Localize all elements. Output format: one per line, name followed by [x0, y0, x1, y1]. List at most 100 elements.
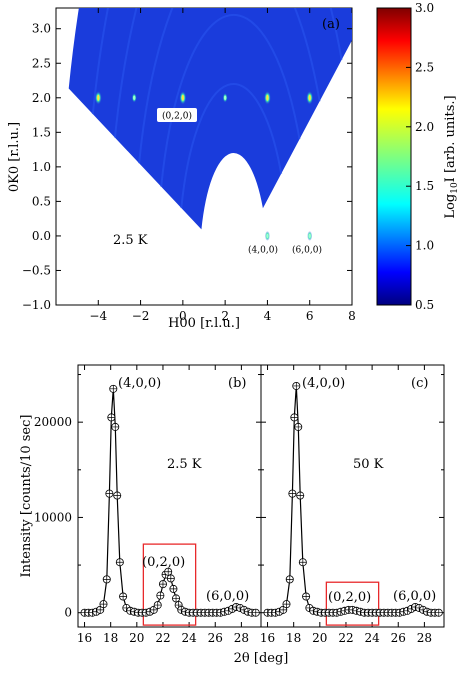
p1-ytick-label-10000: 10000	[34, 510, 72, 524]
panel-c-frame	[260, 364, 445, 628]
bragg-spot-core-2	[181, 94, 184, 101]
p2-point-cross-7	[288, 490, 296, 498]
a-xtick-label--4: −4	[89, 309, 107, 323]
p2-point-cross-8	[290, 413, 298, 421]
p1-xtick-label-28: 28	[234, 631, 249, 645]
panel-c: 16 18 20 22 24 26 28 (c) 50 K (4,0,0) (0,2,0) …	[260, 364, 445, 645]
p1-point-cross-23	[156, 591, 164, 600]
p1-ytick-label-20000: 20000	[34, 415, 72, 429]
p2-point-cross-9	[292, 382, 300, 390]
a-ytick-label-2: 2.0	[32, 91, 51, 105]
panel-a-ylabel: 0K0 [r.l.u.]	[7, 122, 22, 192]
p1-point-cross-12	[116, 558, 124, 566]
bragg-spot-core-5	[308, 94, 311, 101]
bragg-spot-core-0	[97, 94, 100, 101]
reciprocal-map	[68, 8, 352, 241]
panel-c-peak-400: (4,0,0)	[302, 376, 345, 391]
panel-a-temperature: 2.5 K	[113, 233, 148, 248]
panel-b: 16 18 20 22 24 26 28 0 10000 20000 (b) 2.5 K (4,0…	[19, 364, 262, 645]
a-ytick-label--1: −1.0	[22, 298, 51, 312]
panel-b-label: (b)	[228, 376, 246, 391]
powder-ring-0	[180, 83, 283, 209]
p2-xtick-label-26: 26	[391, 631, 406, 645]
panel-b-peak-400: (4,0,0)	[118, 376, 161, 391]
p2-point-cross-4	[279, 606, 287, 614]
p1-point-cross-26	[164, 568, 172, 576]
p1-point-cross-24	[159, 580, 167, 588]
bragg-spot-core-3	[224, 95, 227, 100]
p2-xtick-label-16: 16	[260, 631, 275, 645]
cb-tick-label-3: 3.0	[415, 1, 434, 15]
a-xtick-label-2: 2	[221, 309, 229, 323]
panel-c-highlight-box	[325, 581, 380, 626]
peak-label-600-a: (6,0,0)	[286, 242, 328, 256]
p1-point-cross-7	[105, 490, 113, 498]
colorbar-ticks: 0.5 1.0 1.5 2.0 2.5 3.0	[406, 1, 434, 312]
p2-xtick-label-20: 20	[312, 631, 327, 645]
panel-c-points	[263, 381, 443, 617]
p2-point-cross-12	[299, 558, 307, 566]
colorbar-label: Log10I [arb. units.]	[443, 95, 460, 218]
panel-b-points	[80, 384, 260, 617]
peak-label-020-a: (0,2,0)	[157, 108, 197, 122]
a-xtick-label-4: 4	[264, 309, 272, 323]
p1-point-cross-9	[109, 385, 117, 393]
p1-xtick-label-22: 22	[155, 631, 170, 645]
p1-xtick-label-20: 20	[129, 631, 144, 645]
panel-a: −4 −2 0 2 4 6 8 −1.0 −0.5 0.0 0.5 1.0 1.5 2.0 2.5 3.0 (…	[7, 7, 356, 331]
bragg-spot-core-4	[266, 94, 269, 101]
p1-point-cross-21	[150, 606, 158, 614]
panel-c-label: (c)	[411, 376, 428, 391]
p1-point-cross-8	[107, 413, 115, 421]
p1-point-cross-28	[169, 585, 178, 593]
svg-text:(0,2,0): (0,2,0)	[162, 111, 192, 122]
bragg-spot-core-1	[133, 95, 136, 100]
p2-point-cross-11	[296, 491, 304, 500]
panel-b-temperature: 2.5 K	[167, 457, 202, 472]
a-ytick-label-2.5: 2.5	[32, 56, 51, 70]
p2-point-cross-10	[294, 423, 302, 431]
panel-b-highlight-box	[142, 543, 197, 626]
p1-point-cross-10	[111, 423, 119, 431]
cb-tick-label-0.5: 0.5	[415, 298, 434, 312]
a-xtick-label-8: 8	[348, 309, 356, 323]
panel-b-ticks: 16 18 20 22 24 26 28 0 10000 20000	[34, 365, 261, 645]
p1-point-cross-11	[113, 491, 121, 500]
p1-point-cross-13	[119, 592, 127, 601]
p1-point-cross-5	[99, 600, 108, 608]
cb-tick-label-1.5: 1.5	[415, 179, 434, 193]
panel-a-label: (a)	[322, 17, 340, 32]
p2-point-cross-47	[435, 609, 443, 617]
p1-point-cross-22	[154, 601, 162, 609]
p1-xtick-label-26: 26	[208, 631, 223, 645]
panel-c-peak-600: (6,0,0)	[393, 589, 436, 604]
p1-xtick-label-16: 16	[77, 631, 92, 645]
p1-ytick-label-0: 0	[64, 606, 72, 620]
panel-a-ticks: −4 −2 0 2 4 6 8 −1.0 −0.5 0.0 0.5 1.0 1.5 2.0 2.5 3.0	[22, 8, 356, 323]
bragg-spot-core-6	[266, 233, 269, 239]
p2-xtick-label-28: 28	[417, 631, 432, 645]
a-ytick-label-1: 1.0	[32, 160, 51, 174]
powder-ring-2	[138, 8, 321, 164]
panel-c-peak-020: (0,2,0)	[328, 590, 371, 605]
a-ytick-label--0.5: −0.5	[22, 263, 51, 277]
cb-tick-label-2.5: 2.5	[415, 60, 434, 74]
panel-b-ylabel: Intensity [counts/10 sec]	[19, 415, 34, 578]
a-ytick-label-0: 0.0	[32, 229, 51, 243]
svg-text:(6,0,0): (6,0,0)	[292, 245, 322, 256]
a-ytick-label-3: 3.0	[32, 22, 51, 36]
p1-point-cross-29	[172, 594, 180, 603]
colorbar-gradient	[376, 7, 412, 306]
p2-point-cross-6	[286, 575, 294, 583]
p2-point-cross-5	[282, 600, 291, 608]
p1-point-cross-50	[252, 609, 260, 617]
powder-ring-3	[113, 8, 343, 138]
p1-xtick-label-24: 24	[181, 631, 197, 645]
panel-b-peak-020: (0,2,0)	[142, 555, 185, 570]
panel-c-temperature: 50 K	[353, 457, 384, 472]
p1-point-cross-6	[103, 575, 111, 583]
peak-label-400-a: (4,0,0)	[242, 242, 284, 256]
a-xtick-label-6: 6	[306, 309, 314, 323]
map-region	[68, 8, 352, 230]
